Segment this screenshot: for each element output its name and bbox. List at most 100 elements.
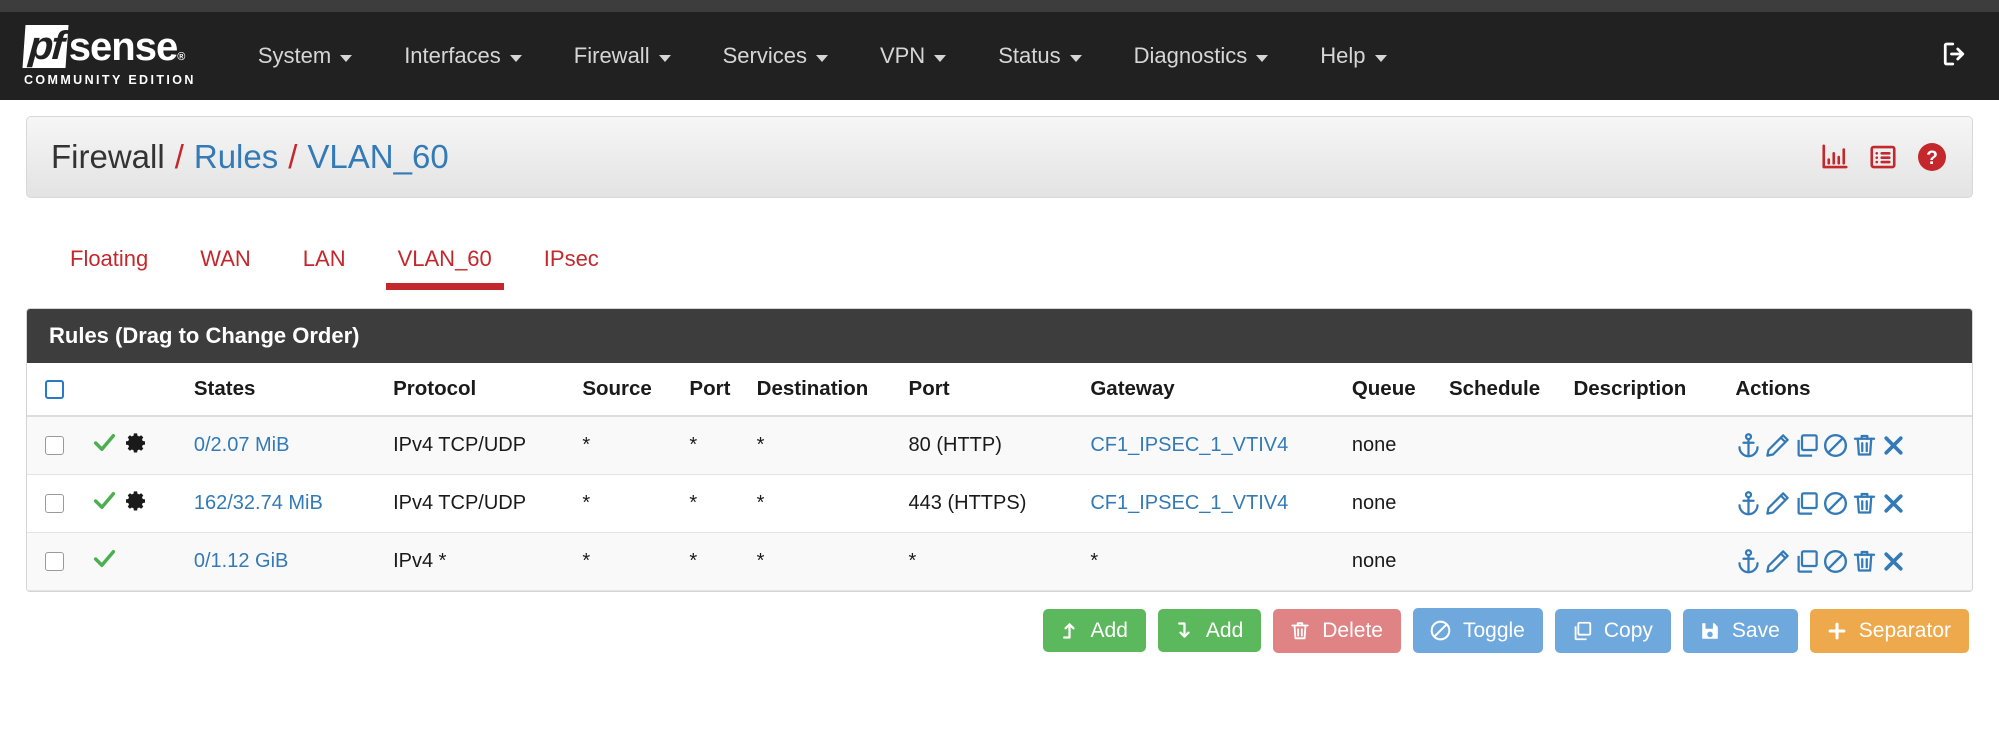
save-floppy-icon	[1699, 620, 1721, 642]
delete-x-icon[interactable]	[1880, 432, 1907, 459]
trash-icon[interactable]	[1851, 548, 1878, 575]
edit-pencil-icon[interactable]	[1764, 548, 1791, 575]
tab-wan[interactable]: WAN	[200, 246, 251, 271]
row-protocol-cell: IPv4 TCP/UDP	[393, 416, 583, 475]
action-icon-group	[1735, 548, 1966, 575]
disable-icon[interactable]	[1822, 548, 1849, 575]
nav-label: Firewall	[573, 43, 650, 68]
states-link[interactable]: 0/1.12 GiB	[193, 550, 289, 572]
disable-icon	[1429, 619, 1452, 642]
delete-x-icon[interactable]	[1880, 548, 1907, 575]
row-gateway-cell: *	[1090, 532, 1352, 591]
nav-label: System	[257, 43, 332, 68]
nav-item-interfaces[interactable]: Interfaces	[378, 12, 548, 100]
logout-icon[interactable]	[1939, 39, 1969, 74]
chevron-down-icon	[815, 54, 828, 62]
row-status-cell	[91, 532, 194, 591]
row-states-cell: 0/2.07 MiB	[193, 416, 394, 475]
edit-pencil-icon[interactable]	[1764, 490, 1791, 517]
nav-label: Diagnostics	[1133, 43, 1248, 68]
disable-icon[interactable]	[1822, 432, 1849, 459]
row-gateway-cell: CF1_IPSEC_1_VTIV4	[1090, 416, 1352, 475]
save-button[interactable]: Save	[1682, 608, 1798, 653]
trash-icon[interactable]	[1851, 490, 1878, 517]
copy-icon[interactable]	[1793, 432, 1820, 459]
chevron-down-icon	[1069, 54, 1082, 62]
table-header-row: States Protocol Source Port Destination …	[27, 363, 1972, 417]
nav-item-firewall[interactable]: Firewall	[548, 12, 697, 100]
row-source-cell: *	[582, 532, 690, 591]
nav-item-system[interactable]: System	[232, 12, 378, 100]
gear-icon[interactable]	[124, 489, 148, 519]
tab-lan[interactable]: LAN	[302, 246, 346, 271]
states-link[interactable]: 0/2.07 MiB	[193, 434, 290, 456]
add-rule-bottom-button[interactable]: Add	[1157, 609, 1262, 652]
nav-item-services[interactable]: Services	[697, 12, 854, 100]
table-head: States Protocol Source Port Destination …	[27, 363, 1972, 417]
gateway-link[interactable]: CF1_IPSEC_1_VTIV4	[1090, 434, 1289, 456]
row-dest-port-cell: *	[908, 532, 1091, 591]
disable-icon[interactable]	[1822, 490, 1849, 517]
table-row[interactable]: 0/2.07 MiB IPv4 TCP/UDP * * * 80 (HTTP) …	[27, 416, 1972, 475]
button-label: Add	[1090, 619, 1128, 642]
nav-item-status[interactable]: Status	[972, 12, 1107, 100]
pass-check-icon[interactable]	[92, 430, 117, 461]
nav-item-diagnostics[interactable]: Diagnostics	[1108, 12, 1295, 100]
row-checkbox[interactable]	[45, 494, 64, 514]
add-rule-top-button[interactable]: Add	[1042, 609, 1146, 652]
button-label: Add	[1205, 619, 1244, 642]
gateway-link[interactable]: CF1_IPSEC_1_VTIV4	[1090, 492, 1289, 514]
help-circle-icon[interactable]: ?	[1916, 141, 1948, 173]
status-icon-group	[92, 488, 188, 519]
row-destination-cell: *	[756, 532, 909, 591]
table-row[interactable]: 0/1.12 GiB IPv4 * * * * * * none	[27, 532, 1972, 591]
brand-logo-row: pf sense®	[22, 24, 185, 69]
copy-icon[interactable]	[1793, 490, 1820, 517]
chevron-down-icon	[934, 54, 947, 62]
delete-x-icon[interactable]	[1880, 490, 1907, 517]
table-row[interactable]: 162/32.74 MiB IPv4 TCP/UDP * * * 443 (HT…	[27, 474, 1972, 533]
anchor-icon[interactable]	[1735, 432, 1762, 459]
row-actions-cell	[1735, 532, 1972, 591]
rules-panel: Rules (Drag to Change Order) States Prot…	[26, 308, 1973, 592]
gear-icon[interactable]	[124, 431, 148, 461]
anchor-icon[interactable]	[1735, 490, 1762, 517]
anchor-icon[interactable]	[1735, 548, 1762, 575]
separator-button[interactable]: Separator	[1809, 608, 1969, 653]
bar-chart-icon[interactable]	[1820, 142, 1850, 172]
breadcrumb-current-vlan[interactable]: VLAN_60	[307, 138, 449, 175]
breadcrumb-link-rules[interactable]: Rules	[193, 138, 279, 175]
button-label: Toggle	[1462, 619, 1525, 642]
row-actions-cell	[1735, 416, 1972, 475]
panel-title: Rules (Drag to Change Order)	[27, 309, 1972, 363]
copy-button[interactable]: Copy	[1554, 608, 1671, 653]
row-checkbox[interactable]	[45, 436, 64, 456]
delete-button[interactable]: Delete	[1273, 608, 1401, 653]
toggle-button[interactable]: Toggle	[1412, 608, 1543, 653]
list-icon[interactable]	[1868, 142, 1898, 172]
pass-check-icon[interactable]	[92, 488, 117, 519]
pass-check-icon[interactable]	[92, 546, 117, 577]
trash-icon[interactable]	[1851, 432, 1878, 459]
row-source-cell: *	[582, 416, 690, 475]
row-checkbox[interactable]	[45, 552, 64, 572]
tab-ipsec[interactable]: IPsec	[543, 246, 599, 271]
row-source-port-cell: *	[689, 416, 757, 475]
nav-item-help[interactable]: Help	[1294, 12, 1412, 100]
edit-pencil-icon[interactable]	[1764, 432, 1791, 459]
copy-icon[interactable]	[1793, 548, 1820, 575]
nav-label: Services	[722, 43, 807, 68]
tab-floating[interactable]: Floating	[70, 246, 149, 271]
states-link[interactable]: 162/32.74 MiB	[193, 492, 323, 514]
nav-label: Interfaces	[404, 43, 501, 68]
select-all-checkbox[interactable]	[45, 380, 64, 400]
main-navbar: pf sense® COMMUNITY EDITION System Interf…	[0, 12, 1999, 100]
pfsense-logo[interactable]: pf sense® COMMUNITY EDITION	[22, 24, 196, 87]
nav-item-vpn[interactable]: VPN	[854, 12, 972, 100]
tab-vlan-60[interactable]: VLAN_60	[372, 246, 518, 290]
copy-icon	[1571, 620, 1593, 642]
nav-label: Help	[1320, 43, 1366, 68]
row-protocol-cell: IPv4 *	[393, 532, 583, 591]
row-select-cell	[27, 474, 92, 533]
status-icon-group	[92, 546, 188, 577]
